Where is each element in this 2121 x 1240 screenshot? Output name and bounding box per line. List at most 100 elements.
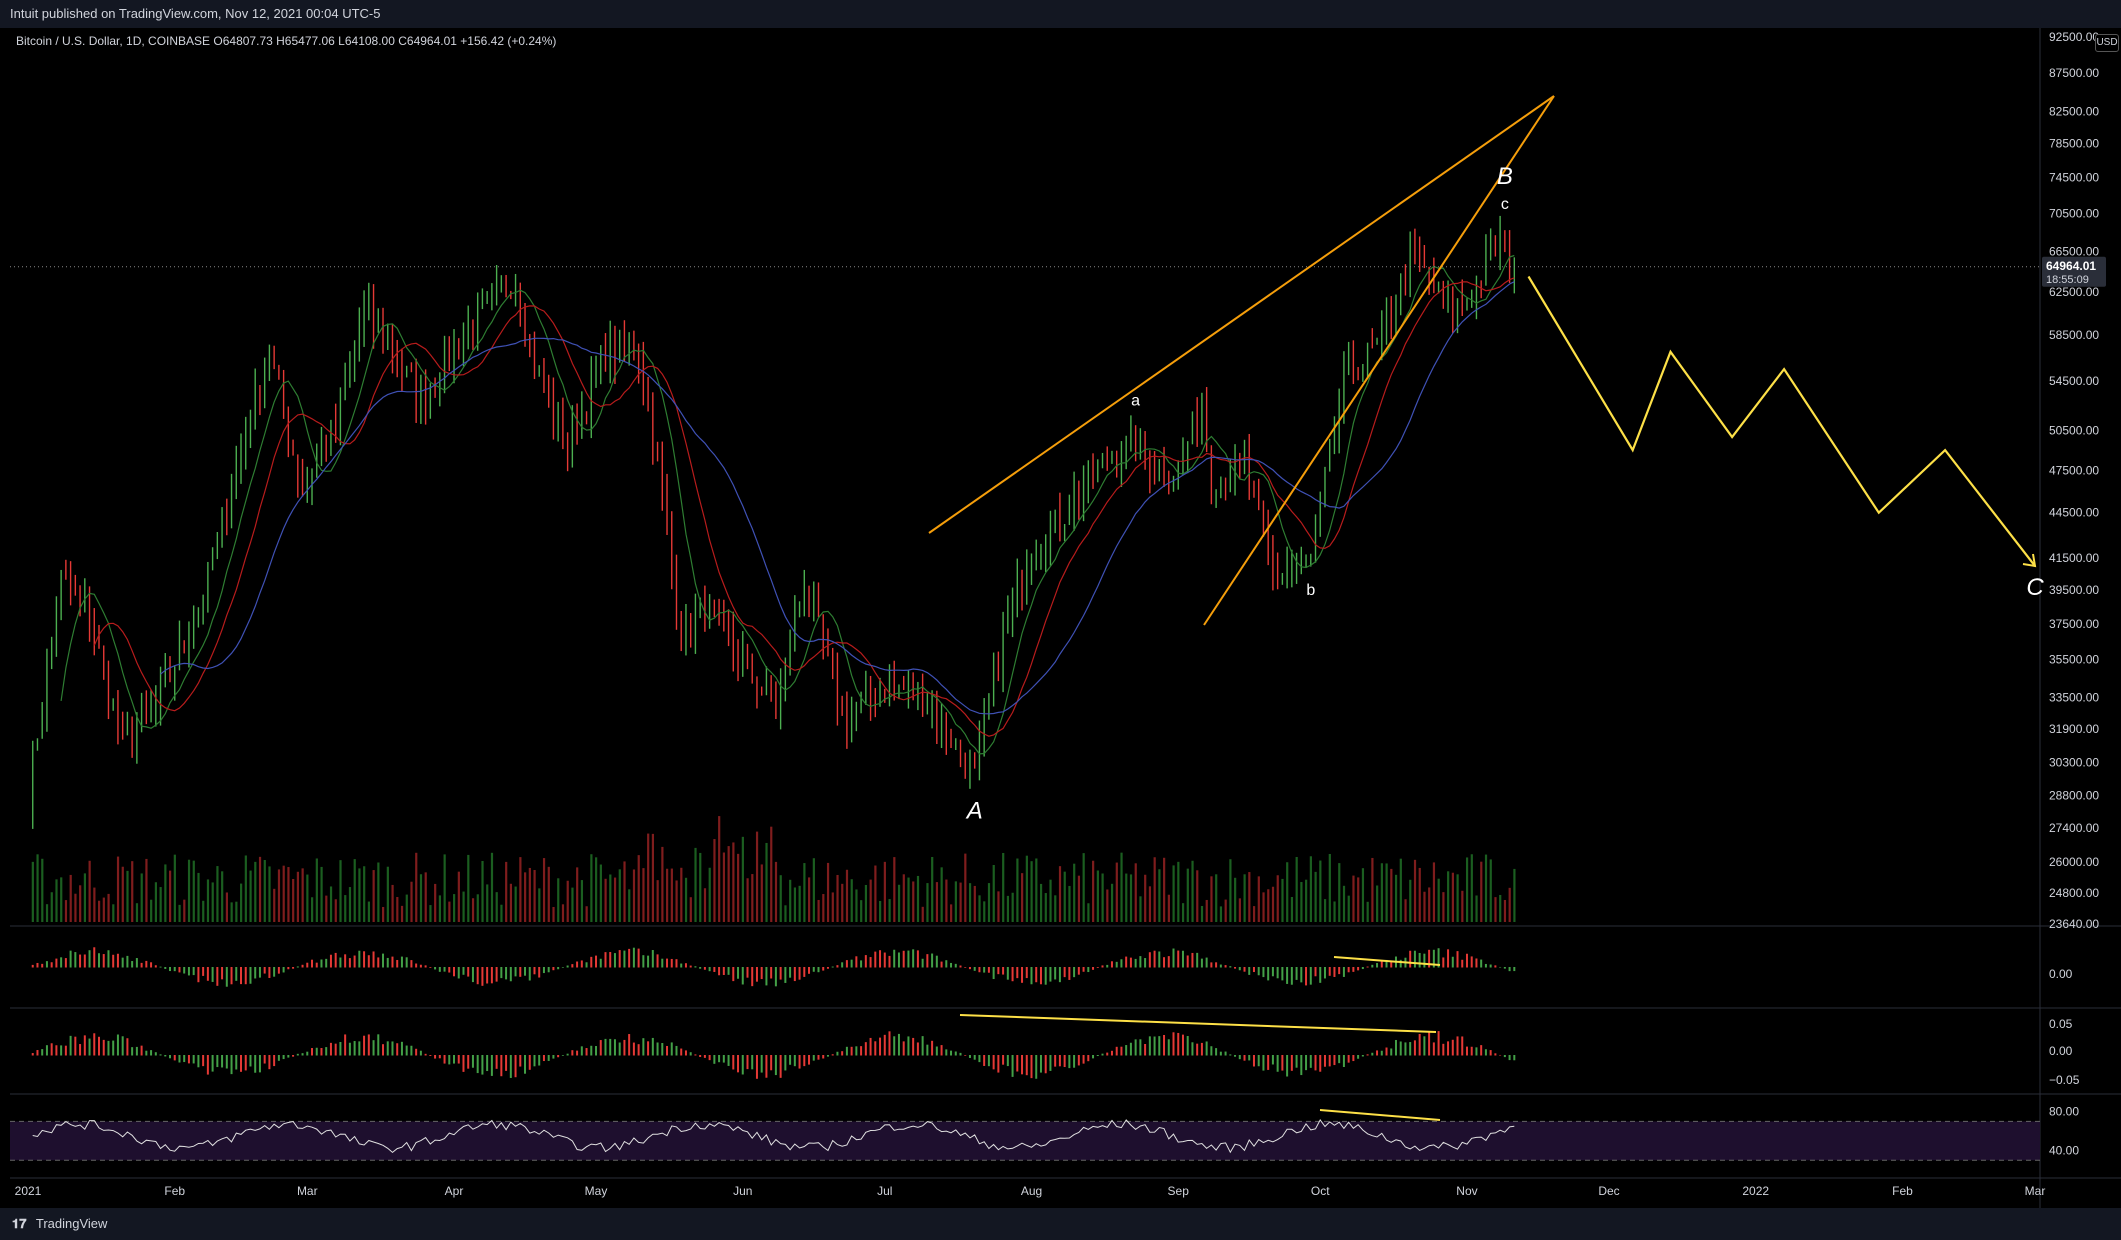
momentum-bar bbox=[1177, 950, 1180, 968]
oscillator-bar bbox=[1409, 1042, 1412, 1056]
volume-bar bbox=[561, 904, 565, 922]
volume-bar bbox=[1371, 857, 1374, 922]
volume-bar bbox=[860, 900, 863, 922]
wave-label-c: c bbox=[1501, 196, 1509, 213]
momentum-bar bbox=[1096, 967, 1099, 968]
volume-bar bbox=[1115, 862, 1118, 922]
wave-label-B: B bbox=[1497, 163, 1513, 190]
oscillator-bar bbox=[1139, 1039, 1142, 1056]
oscillator-bar bbox=[1475, 1047, 1478, 1056]
oscillator-bar bbox=[661, 1043, 664, 1056]
volume-bar bbox=[311, 897, 314, 922]
volume-bar bbox=[334, 899, 337, 922]
momentum-bar bbox=[448, 967, 451, 973]
momentum-bar bbox=[741, 967, 744, 985]
momentum-bar bbox=[755, 967, 758, 982]
oscillator-bar bbox=[557, 1055, 560, 1058]
oscillator-bar bbox=[770, 1055, 773, 1071]
oscillator-bar bbox=[258, 1055, 261, 1073]
rsi-band bbox=[10, 1121, 2040, 1161]
oscillator-bar bbox=[490, 1055, 493, 1076]
oscillator-bar bbox=[334, 1043, 337, 1056]
momentum-bar bbox=[211, 967, 214, 982]
oscillator-bar bbox=[1319, 1055, 1322, 1072]
oscillator-bar bbox=[1101, 1053, 1104, 1056]
momentum-bar bbox=[173, 967, 176, 972]
momentum-bar bbox=[940, 961, 943, 968]
momentum-bar bbox=[1049, 967, 1052, 982]
oscillator-bar bbox=[112, 1040, 115, 1056]
volume-bar bbox=[31, 861, 34, 922]
oscillator-bar bbox=[1120, 1046, 1123, 1056]
volume-bar bbox=[1110, 883, 1114, 922]
oscillator-bar bbox=[1271, 1055, 1274, 1065]
oscillator-bar bbox=[121, 1036, 124, 1056]
volume-bar bbox=[1314, 871, 1317, 922]
momentum-bar bbox=[760, 967, 763, 980]
momentum-bar bbox=[1148, 952, 1151, 968]
symbol-label: Bitcoin / U.S. Dollar, 1D, COINBASE bbox=[16, 34, 211, 48]
ma-fast-line bbox=[60, 254, 1515, 755]
oscillator-bar bbox=[164, 1055, 167, 1057]
momentum-bar bbox=[684, 963, 687, 968]
oscillator-bar bbox=[145, 1050, 148, 1056]
oscillator-bar bbox=[741, 1055, 744, 1075]
momentum-bar bbox=[320, 959, 323, 968]
momentum-bar bbox=[462, 967, 465, 975]
last-price-box bbox=[2042, 256, 2106, 287]
oscillator-bar bbox=[282, 1055, 285, 1060]
momentum-bar bbox=[789, 967, 792, 978]
volume-bar bbox=[916, 875, 920, 922]
oscillator-bar bbox=[344, 1034, 347, 1056]
volume-bar bbox=[533, 869, 536, 922]
oscillator-bar bbox=[1087, 1055, 1090, 1062]
volume-bar bbox=[1300, 882, 1303, 922]
volume-bar bbox=[912, 881, 915, 922]
tradingview-footer[interactable]: 𝟏𝟕 TradingView bbox=[0, 1208, 2121, 1240]
y-tick-label: 27400.00 bbox=[2049, 821, 2099, 835]
oscillator-bar bbox=[784, 1055, 787, 1071]
oscillator-bar bbox=[931, 1040, 934, 1056]
wave-label-a: a bbox=[1131, 392, 1140, 409]
y-tick-label: 33500.00 bbox=[2049, 690, 2099, 704]
projection-arrowhead bbox=[2022, 553, 2037, 568]
oscillator-bar bbox=[1357, 1055, 1360, 1059]
momentum-bar bbox=[845, 960, 848, 968]
oscillator-bar bbox=[1437, 1031, 1440, 1056]
oscillator-bar bbox=[348, 1042, 351, 1056]
volume-bar bbox=[107, 893, 110, 922]
oscillator-bar bbox=[419, 1050, 422, 1056]
volume-bar bbox=[874, 865, 877, 922]
volume-bar bbox=[964, 853, 967, 922]
oscillator-bar bbox=[722, 1055, 725, 1063]
momentum-bar bbox=[542, 967, 545, 974]
momentum-bar bbox=[623, 950, 626, 968]
oscillator-bar bbox=[1002, 1055, 1005, 1065]
momentum-bar bbox=[1087, 967, 1090, 973]
volume-bar bbox=[98, 900, 101, 922]
volume-bar bbox=[438, 895, 442, 922]
oscillator-bar bbox=[1513, 1055, 1516, 1061]
oscillator-bar bbox=[372, 1040, 375, 1056]
volume-bar bbox=[282, 865, 285, 922]
oscillator-bar bbox=[311, 1048, 314, 1056]
oscillator-bar bbox=[1148, 1036, 1151, 1056]
oscillator-bar bbox=[301, 1053, 304, 1056]
momentum-bar bbox=[1267, 967, 1270, 981]
oscillator-bar bbox=[789, 1055, 792, 1065]
volume-bar bbox=[1252, 906, 1256, 922]
volume-bar bbox=[424, 872, 427, 922]
volume-bar bbox=[1513, 868, 1516, 922]
momentum-bar bbox=[599, 958, 602, 968]
currency-badge[interactable]: USD bbox=[2095, 34, 2119, 52]
oscillator-bar bbox=[1158, 1036, 1161, 1056]
oscillator-bar bbox=[874, 1041, 877, 1056]
oscillator-bar bbox=[864, 1042, 867, 1056]
momentum-bar bbox=[206, 967, 209, 981]
oscillator-bar bbox=[1300, 1055, 1303, 1076]
wave-label-C: C bbox=[2026, 574, 2044, 601]
momentum-bar bbox=[481, 967, 484, 986]
bitcoin-price-chart[interactable]: 23640.00 24800.00 26000.00 27400.00 28800.00… bbox=[0, 28, 2121, 1208]
oscillator-bar bbox=[126, 1038, 129, 1056]
momentum-bar bbox=[779, 967, 782, 980]
